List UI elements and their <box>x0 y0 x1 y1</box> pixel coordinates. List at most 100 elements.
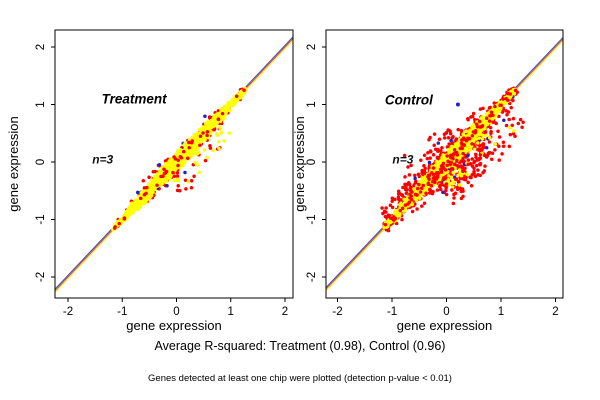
data-point <box>216 140 221 144</box>
data-point <box>222 139 226 143</box>
scatter-points <box>380 86 525 233</box>
data-point <box>501 144 506 148</box>
data-point <box>446 135 451 140</box>
data-point <box>431 153 436 157</box>
data-point <box>400 203 404 207</box>
data-point <box>453 191 458 196</box>
data-point <box>196 163 200 167</box>
data-point <box>153 169 158 174</box>
data-point <box>491 120 495 125</box>
caption: Average R-squared: Treatment (0.98), Con… <box>155 339 446 353</box>
data-point <box>393 197 397 202</box>
data-point <box>441 190 445 194</box>
data-point <box>474 122 479 126</box>
data-point <box>404 198 409 202</box>
data-point <box>234 94 239 98</box>
data-point <box>205 129 210 134</box>
data-point <box>452 151 457 155</box>
data-point <box>230 103 235 108</box>
data-point <box>450 188 454 192</box>
data-point <box>504 123 509 128</box>
data-point <box>496 109 500 113</box>
y-axis-title: gene expression <box>6 116 21 211</box>
data-point <box>185 156 190 161</box>
data-point <box>424 186 429 190</box>
data-point <box>513 88 518 93</box>
scatter-points <box>111 86 248 232</box>
data-point <box>122 216 127 220</box>
data-point <box>478 125 482 129</box>
data-point <box>203 114 207 118</box>
data-point <box>401 185 405 190</box>
data-point <box>179 163 184 168</box>
data-point <box>137 200 141 205</box>
data-point <box>487 140 492 144</box>
data-point <box>117 221 121 226</box>
data-point <box>442 132 447 136</box>
data-point <box>445 145 450 149</box>
data-point <box>488 151 492 155</box>
data-point <box>516 121 521 126</box>
x-tick-label: 1 <box>498 306 504 318</box>
data-point <box>186 151 190 155</box>
data-point <box>434 177 439 181</box>
data-point <box>459 173 464 178</box>
data-point <box>456 173 460 177</box>
x-tick-label: -1 <box>117 306 127 318</box>
data-point <box>435 166 440 170</box>
data-point <box>426 182 431 186</box>
data-point <box>506 110 511 114</box>
data-point <box>488 113 492 118</box>
data-point <box>508 92 512 96</box>
data-point <box>439 168 444 173</box>
data-point <box>478 107 483 111</box>
data-point <box>207 115 212 119</box>
x-tick-label: 1 <box>228 306 234 318</box>
data-point <box>419 186 424 190</box>
data-point <box>466 116 470 121</box>
data-point <box>428 135 432 140</box>
panel-title: Control <box>385 93 433 108</box>
data-point <box>409 163 413 168</box>
data-point <box>147 183 151 188</box>
data-point <box>157 162 162 167</box>
data-point <box>158 168 163 173</box>
data-point <box>476 168 480 172</box>
data-point <box>473 129 478 133</box>
data-point <box>175 174 180 178</box>
data-point <box>449 175 454 179</box>
data-point <box>509 105 513 110</box>
data-point <box>520 125 524 129</box>
data-point <box>396 195 401 200</box>
data-point <box>483 164 487 168</box>
data-point <box>476 173 480 177</box>
data-point <box>388 203 393 207</box>
data-point <box>219 106 223 111</box>
data-point <box>210 148 215 153</box>
data-point <box>452 196 456 200</box>
data-point <box>477 136 482 140</box>
data-point <box>419 158 423 162</box>
data-point <box>451 170 455 175</box>
data-point <box>446 177 451 182</box>
data-point <box>395 212 400 217</box>
data-point <box>458 146 463 151</box>
data-point <box>432 143 436 147</box>
data-point <box>452 148 457 152</box>
data-point <box>474 163 479 168</box>
data-point <box>476 147 480 152</box>
data-point <box>431 166 436 170</box>
footnote: Genes detected at least one chip were pl… <box>148 373 452 384</box>
data-point <box>142 200 147 205</box>
data-point <box>450 185 455 189</box>
data-point <box>406 165 410 169</box>
data-point <box>392 218 396 222</box>
data-point <box>152 175 156 179</box>
data-point <box>421 189 426 193</box>
data-point <box>422 164 426 168</box>
y-tick-label: 0 <box>306 159 318 165</box>
data-point <box>458 170 462 175</box>
data-point <box>484 133 488 138</box>
data-point <box>455 158 459 163</box>
